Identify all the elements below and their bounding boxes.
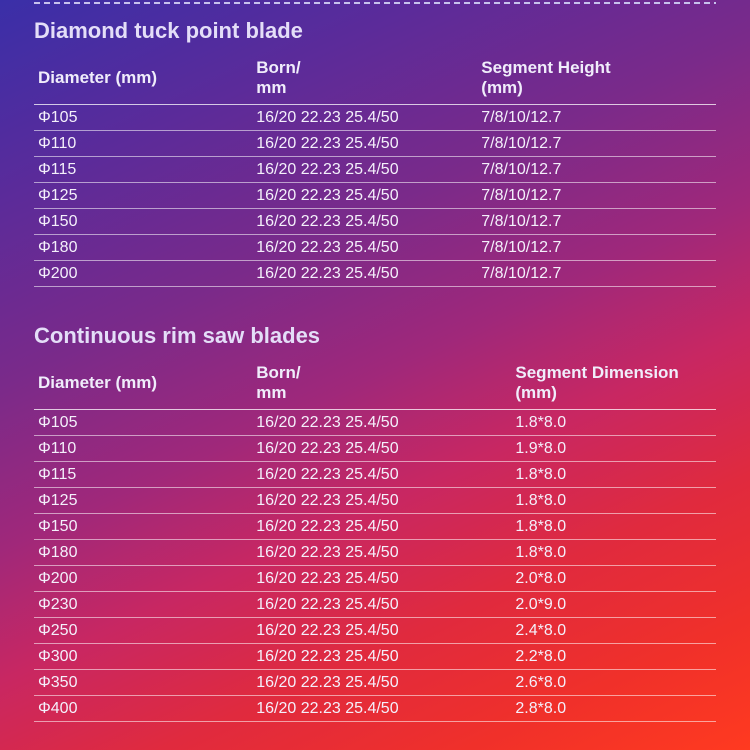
col-header: Diameter (mm) [34,58,252,105]
table-cell: Φ105 [34,105,252,131]
table-cell: Φ180 [34,540,252,566]
table-cell: 2.8*8.0 [511,696,716,722]
table-cell: 16/20 22.23 25.4/50 [252,209,477,235]
divider-dashes [34,2,716,4]
table-row: Φ10516/20 22.23 25.4/501.8*8.0 [34,410,716,436]
table-cell: 2.0*8.0 [511,566,716,592]
table-row: Φ40016/20 22.23 25.4/502.8*8.0 [34,696,716,722]
table-cell: 7/8/10/12.7 [477,261,716,287]
table-cell: 2.0*9.0 [511,592,716,618]
table-row: Φ30016/20 22.23 25.4/502.2*8.0 [34,644,716,670]
table-cell: 16/20 22.23 25.4/50 [252,488,511,514]
table-cell: Φ150 [34,209,252,235]
table-row: Φ23016/20 22.23 25.4/502.0*9.0 [34,592,716,618]
table-cell: 16/20 22.23 25.4/50 [252,566,511,592]
table-cell: Φ250 [34,618,252,644]
col-header: Born/mm [252,363,511,410]
table-cell: Φ150 [34,514,252,540]
table-cell: 7/8/10/12.7 [477,209,716,235]
table-cell: 7/8/10/12.7 [477,105,716,131]
table-cell: 16/20 22.23 25.4/50 [252,540,511,566]
table-cell: 7/8/10/12.7 [477,183,716,209]
table-cell: Φ125 [34,488,252,514]
table-cell: 16/20 22.23 25.4/50 [252,618,511,644]
table-row: Φ11516/20 22.23 25.4/501.8*8.0 [34,462,716,488]
tuck-point-table: Diameter (mm) Born/mm Segment Height (mm… [34,58,716,287]
table-cell: Φ400 [34,696,252,722]
table-row: Φ12516/20 22.23 25.4/501.8*8.0 [34,488,716,514]
table-cell: 1.8*8.0 [511,514,716,540]
table-cell: 16/20 22.23 25.4/50 [252,261,477,287]
col-header: Born/mm [252,58,477,105]
table-cell: Φ200 [34,261,252,287]
table-title-1: Diamond tuck point blade [34,18,716,44]
table-cell: Φ110 [34,131,252,157]
table-cell: 7/8/10/12.7 [477,235,716,261]
table-cell: 16/20 22.23 25.4/50 [252,157,477,183]
table-cell: 1.9*8.0 [511,436,716,462]
table-cell: 16/20 22.23 25.4/50 [252,670,511,696]
table-cell: Φ110 [34,436,252,462]
table-title-2: Continuous rim saw blades [34,323,716,349]
table-cell: 1.8*8.0 [511,410,716,436]
table-cell: 16/20 22.23 25.4/50 [252,235,477,261]
table-cell: 16/20 22.23 25.4/50 [252,696,511,722]
table-cell: 16/20 22.23 25.4/50 [252,105,477,131]
table-cell: 16/20 22.23 25.4/50 [252,592,511,618]
table-cell: 16/20 22.23 25.4/50 [252,410,511,436]
table-row: Φ20016/20 22.23 25.4/507/8/10/12.7 [34,261,716,287]
table-cell: 2.6*8.0 [511,670,716,696]
table-row: Φ15016/20 22.23 25.4/507/8/10/12.7 [34,209,716,235]
table-cell: 16/20 22.23 25.4/50 [252,183,477,209]
table-cell: Φ115 [34,462,252,488]
table-cell: Φ230 [34,592,252,618]
table-row: Φ10516/20 22.23 25.4/507/8/10/12.7 [34,105,716,131]
table-row: Φ11016/20 22.23 25.4/507/8/10/12.7 [34,131,716,157]
table-row: Φ25016/20 22.23 25.4/502.4*8.0 [34,618,716,644]
table-row: Φ20016/20 22.23 25.4/502.0*8.0 [34,566,716,592]
table-cell: 1.8*8.0 [511,488,716,514]
table-cell: 1.8*8.0 [511,540,716,566]
col-header: Segment Dimension (mm) [511,363,716,410]
table-cell: 16/20 22.23 25.4/50 [252,462,511,488]
table-cell: Φ200 [34,566,252,592]
table-row: Φ15016/20 22.23 25.4/501.8*8.0 [34,514,716,540]
table-cell: Φ105 [34,410,252,436]
table-cell: Φ125 [34,183,252,209]
table-cell: 7/8/10/12.7 [477,157,716,183]
table-row: Φ18016/20 22.23 25.4/501.8*8.0 [34,540,716,566]
table-cell: 16/20 22.23 25.4/50 [252,131,477,157]
table-cell: Φ300 [34,644,252,670]
table-row: Φ35016/20 22.23 25.4/502.6*8.0 [34,670,716,696]
table-row: Φ11516/20 22.23 25.4/507/8/10/12.7 [34,157,716,183]
table-cell: 16/20 22.23 25.4/50 [252,644,511,670]
table-cell: 1.8*8.0 [511,462,716,488]
table-cell: Φ180 [34,235,252,261]
table-cell: 16/20 22.23 25.4/50 [252,436,511,462]
table-cell: Φ350 [34,670,252,696]
table-cell: 2.2*8.0 [511,644,716,670]
table-row: Φ12516/20 22.23 25.4/507/8/10/12.7 [34,183,716,209]
table-row: Φ11016/20 22.23 25.4/501.9*8.0 [34,436,716,462]
table-cell: Φ115 [34,157,252,183]
table-cell: 16/20 22.23 25.4/50 [252,514,511,540]
col-header: Segment Height (mm) [477,58,716,105]
table-cell: 2.4*8.0 [511,618,716,644]
continuous-rim-table: Diameter (mm) Born/mm Segment Dimension … [34,363,716,722]
table-cell: 7/8/10/12.7 [477,131,716,157]
table-row: Φ18016/20 22.23 25.4/507/8/10/12.7 [34,235,716,261]
col-header: Diameter (mm) [34,363,252,410]
